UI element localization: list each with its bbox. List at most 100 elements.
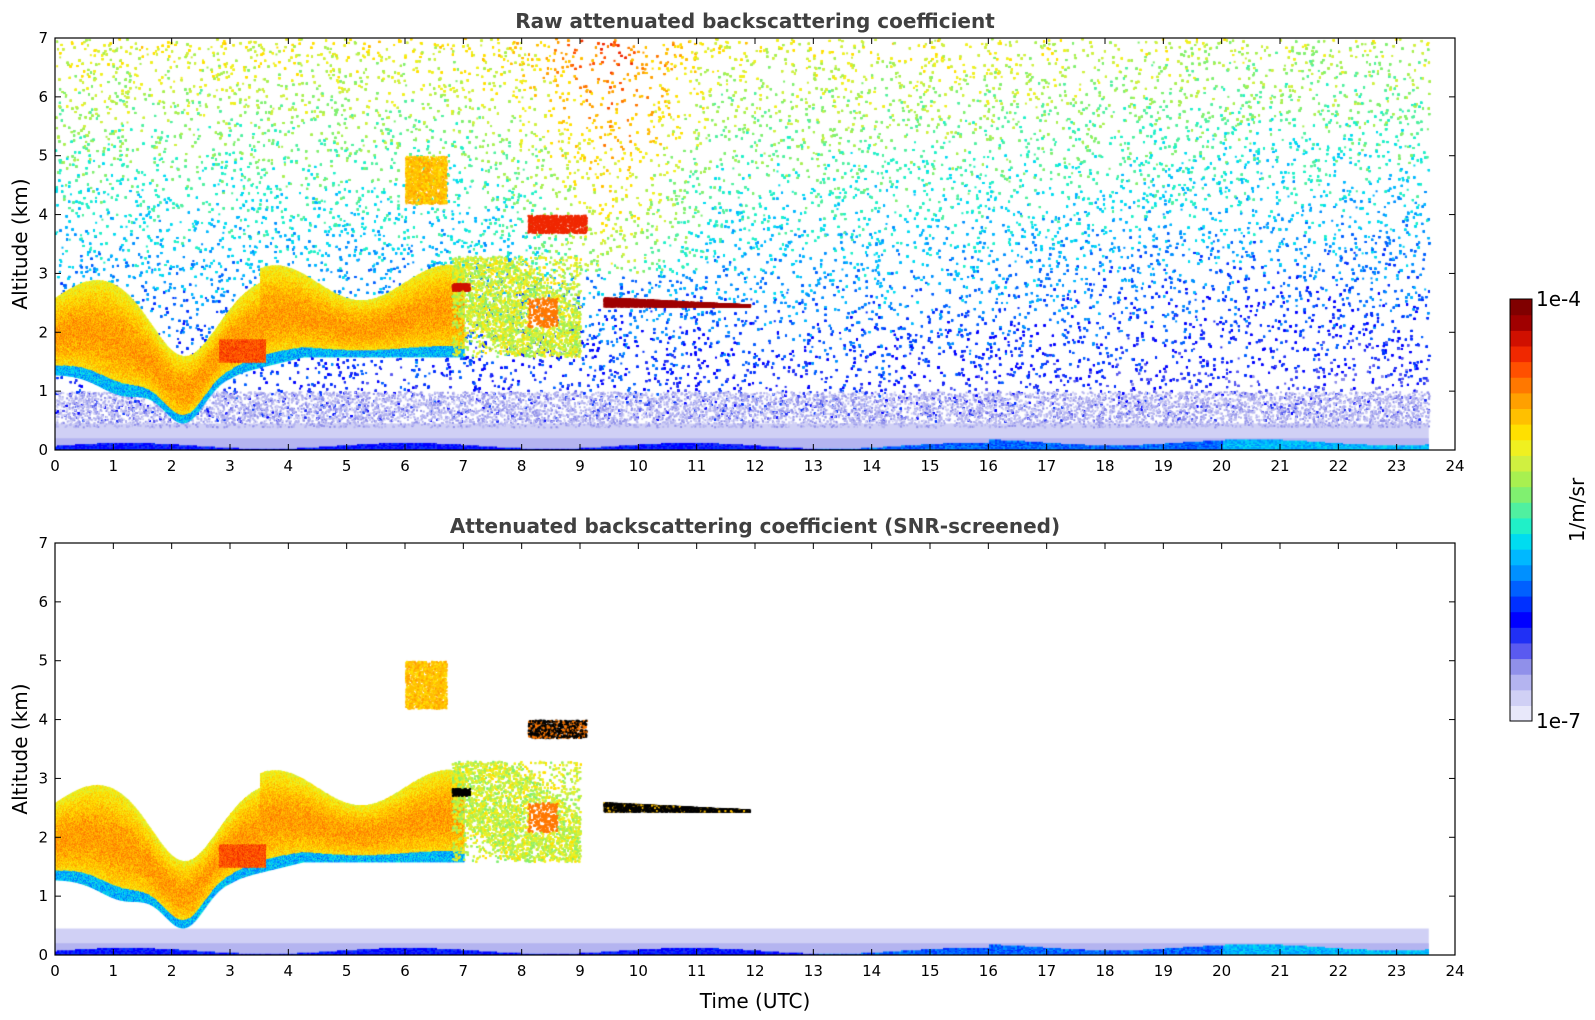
colorbar-swatch (1510, 439, 1532, 456)
y-tick-label: 5 (38, 147, 48, 165)
colorbar-swatch (1510, 345, 1532, 363)
x-tick-label: 22 (1329, 962, 1348, 980)
x-tick-label: 0 (50, 457, 60, 475)
x-tick-label: 23 (1387, 457, 1406, 475)
x-tick-label: 2 (167, 457, 177, 475)
x-tick-label: 5 (342, 962, 352, 980)
y-tick-label: 6 (38, 593, 48, 611)
panel2-xlabel: Time (UTC) (699, 989, 811, 1013)
x-tick-label: 18 (1095, 962, 1114, 980)
colorbar-swatch (1510, 424, 1532, 441)
x-tick-label: 12 (745, 962, 764, 980)
colorbar-swatch (1510, 533, 1532, 550)
y-tick-label: 3 (38, 264, 48, 282)
panel1-heatmap (55, 38, 1455, 450)
x-tick-label: 7 (459, 962, 469, 980)
x-tick-label: 1 (109, 962, 119, 980)
colorbar-unit-label: 1/m/sr (1565, 477, 1589, 542)
x-tick-label: 11 (687, 457, 706, 475)
x-tick-label: 2 (167, 962, 177, 980)
y-tick-label: 3 (38, 769, 48, 787)
colorbar-swatch (1510, 549, 1532, 566)
x-tick-label: 23 (1387, 962, 1406, 980)
x-tick-label: 12 (745, 457, 764, 475)
colorbar-swatch (1510, 299, 1532, 316)
colorbar-max-label: 1e-4 (1536, 287, 1581, 311)
colorbar-swatch (1510, 455, 1532, 472)
x-tick-label: 4 (284, 457, 294, 475)
panel1-title: Raw attenuated backscattering coefficien… (515, 9, 995, 33)
colorbar-swatch (1510, 330, 1532, 347)
x-tick-label: 9 (575, 457, 585, 475)
y-tick-label: 2 (38, 828, 48, 846)
x-tick-label: 14 (862, 457, 881, 475)
colorbar-swatch (1510, 377, 1532, 394)
x-tick-label: 13 (804, 457, 823, 475)
y-tick-label: 7 (38, 534, 48, 552)
x-tick-label: 15 (920, 457, 939, 475)
y-tick-label: 0 (38, 946, 48, 964)
y-tick-label: 6 (38, 88, 48, 106)
colorbar-swatch (1510, 517, 1532, 535)
x-tick-label: 20 (1212, 962, 1231, 980)
panel1-y-axis: 0 1 2 3 4 5 6 7 (38, 29, 1455, 459)
colorbar-frame (1509, 298, 1533, 722)
x-tick-label: 7 (459, 457, 469, 475)
x-tick-label: 6 (400, 457, 410, 475)
x-tick-label: 21 (1270, 962, 1289, 980)
colorbar-swatch (1510, 642, 1532, 660)
colorbar-swatch (1510, 408, 1532, 425)
colorbar-swatch (1510, 595, 1532, 613)
colorbar-swatch (1510, 580, 1532, 597)
x-tick-label: 6 (400, 962, 410, 980)
x-tick-label: 8 (517, 457, 527, 475)
y-tick-label: 1 (38, 887, 48, 905)
y-tick-label: 7 (38, 29, 48, 47)
snr-screened-panel: Attenuated backscattering coefficient (S… (8, 514, 1465, 1013)
x-tick-label: 0 (50, 962, 60, 980)
x-tick-label: 11 (687, 962, 706, 980)
colorbar-swatch (1510, 470, 1532, 488)
x-tick-label: 19 (1154, 457, 1173, 475)
x-tick-label: 24 (1445, 962, 1464, 980)
colorbar-swatch (1510, 689, 1532, 706)
x-tick-label: 9 (575, 962, 585, 980)
panel2-y-axis: 0 1 2 3 4 5 6 7 (38, 534, 1455, 964)
x-tick-label: 13 (804, 962, 823, 980)
y-tick-label: 5 (38, 652, 48, 670)
colorbar-swatch (1510, 392, 1532, 410)
colorbar: 1e-4 1e-7 1/m/sr (1509, 287, 1589, 733)
panel2-heatmap (55, 543, 1455, 955)
y-tick-label: 0 (38, 441, 48, 459)
heatmap-image (55, 543, 1455, 955)
colorbar-swatch (1510, 502, 1532, 519)
heatmap-image (55, 38, 1455, 450)
x-tick-label: 21 (1270, 457, 1289, 475)
colorbar-gradient (1510, 299, 1532, 722)
raw-backscatter-panel: Raw attenuated backscattering coefficien… (8, 9, 1465, 475)
x-tick-label: 1 (109, 457, 119, 475)
x-tick-label: 10 (629, 457, 648, 475)
panel1-ylabel: Altitude (km) (8, 178, 32, 309)
x-tick-label: 8 (517, 962, 527, 980)
colorbar-min-label: 1e-7 (1536, 709, 1581, 733)
x-tick-label: 20 (1212, 457, 1231, 475)
x-tick-label: 10 (629, 962, 648, 980)
x-tick-label: 16 (979, 457, 998, 475)
panel2-ylabel: Altitude (km) (8, 683, 32, 814)
colorbar-swatch (1510, 564, 1532, 581)
x-tick-label: 3 (225, 457, 235, 475)
x-tick-label: 18 (1095, 457, 1114, 475)
y-tick-label: 2 (38, 323, 48, 341)
colorbar-swatch (1510, 611, 1532, 628)
panel2-x-axis: 0 1 2 3 4 5 6 7 8 9 10 11 12 13 14 15 16 17 18 19 20 21 22 23 24 (50, 543, 1465, 980)
panel1-x-axis: 0 1 2 3 4 5 6 7 8 9 10 11 12 13 14 15 16 17 18 19 20 21 22 23 24 (50, 38, 1465, 475)
panel2-title: Attenuated backscattering coefficient (S… (450, 514, 1060, 538)
x-tick-label: 16 (979, 962, 998, 980)
y-tick-label: 4 (38, 206, 48, 224)
x-tick-label: 4 (284, 962, 294, 980)
x-tick-label: 17 (1037, 457, 1056, 475)
x-tick-label: 17 (1037, 962, 1056, 980)
colorbar-swatch (1510, 627, 1532, 644)
